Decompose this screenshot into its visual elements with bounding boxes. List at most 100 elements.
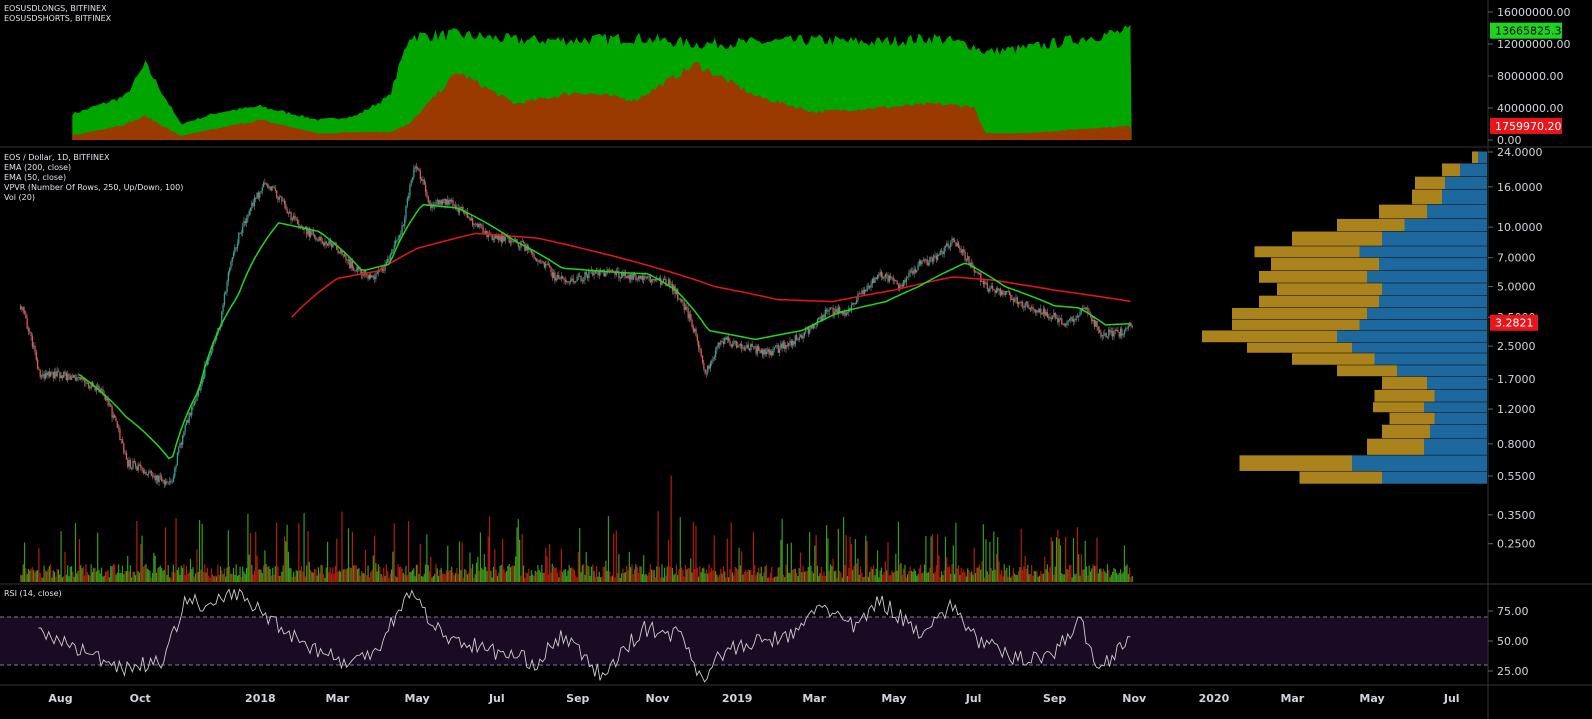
legend-rsi[interactable]: RSI (14, close) bbox=[4, 589, 62, 598]
candle-body bbox=[149, 470, 151, 473]
volume-bar bbox=[1010, 577, 1012, 582]
volume-bar bbox=[300, 566, 303, 582]
volume-bar bbox=[567, 570, 569, 582]
candle-body bbox=[545, 264, 547, 268]
volume-bar bbox=[222, 574, 224, 582]
candle-body bbox=[1067, 320, 1069, 322]
volume-bar bbox=[665, 575, 667, 582]
candle-body bbox=[262, 182, 265, 188]
volume-bar bbox=[709, 571, 711, 582]
candle-body bbox=[802, 335, 804, 339]
candle-body bbox=[35, 351, 37, 360]
volume-bar bbox=[289, 568, 291, 582]
volume-bar bbox=[773, 577, 775, 582]
candle-body bbox=[1036, 310, 1038, 313]
volume-bar bbox=[722, 566, 724, 582]
volume-bar bbox=[939, 576, 941, 582]
legend-symbol[interactable]: EOS / Dollar, 1D, BITFINEX bbox=[4, 153, 110, 162]
candle-body bbox=[312, 231, 314, 235]
volume-bar bbox=[31, 567, 33, 582]
volume-bar bbox=[601, 576, 603, 582]
volume-bar bbox=[1127, 573, 1129, 582]
volume-bar bbox=[964, 572, 966, 582]
candle-body bbox=[167, 481, 169, 483]
volume-bar bbox=[545, 547, 547, 582]
candle-body bbox=[90, 381, 92, 389]
legend-volume[interactable]: Vol (20) bbox=[4, 193, 35, 202]
candle-body bbox=[191, 406, 193, 416]
volume-bar bbox=[65, 574, 67, 582]
volume-bar bbox=[955, 522, 957, 582]
volume-bar bbox=[714, 571, 717, 582]
candle-body bbox=[503, 235, 505, 242]
candle-body bbox=[441, 200, 444, 205]
candle-body bbox=[423, 179, 425, 185]
volume-bar bbox=[316, 575, 318, 582]
volume-bar bbox=[229, 566, 231, 582]
volume-bar bbox=[592, 564, 594, 582]
candle-body bbox=[883, 277, 885, 279]
volume-bar bbox=[696, 567, 698, 582]
candle-body bbox=[1117, 329, 1119, 333]
candle-body bbox=[669, 279, 671, 285]
volume-bar bbox=[550, 572, 552, 582]
candle-body bbox=[410, 180, 412, 185]
volume-bar bbox=[729, 569, 731, 582]
volume-bar bbox=[1027, 564, 1029, 582]
candle-body bbox=[354, 270, 356, 271]
volume-bar bbox=[273, 574, 275, 582]
candle-body bbox=[270, 186, 273, 190]
candle-body bbox=[886, 274, 888, 275]
candle-body bbox=[768, 349, 770, 355]
volume-bar bbox=[678, 569, 680, 582]
candle-body bbox=[293, 215, 295, 219]
volume-bar bbox=[876, 550, 879, 582]
candle-body bbox=[806, 328, 808, 330]
legend-ema50[interactable]: EMA (50, close) bbox=[4, 173, 67, 182]
volume-bar bbox=[86, 572, 88, 582]
legend-vpvr[interactable]: VPVR (Number Of Rows, 250, Up/Down, 100) bbox=[4, 183, 184, 192]
volume-bar bbox=[989, 541, 991, 582]
candle-body bbox=[785, 345, 787, 350]
volume-bar bbox=[26, 574, 28, 582]
volume-bar bbox=[993, 531, 995, 582]
volume-bar bbox=[926, 572, 928, 582]
vpvr-bar-up bbox=[1434, 389, 1487, 402]
candle-body bbox=[517, 243, 520, 247]
volume-bar bbox=[705, 569, 708, 582]
candle-body bbox=[112, 415, 115, 418]
candle-body bbox=[978, 273, 981, 274]
candle-body bbox=[897, 284, 900, 290]
volume-bar bbox=[342, 569, 344, 582]
candle-body bbox=[464, 212, 466, 214]
volume-bar bbox=[726, 538, 728, 582]
volume-bar bbox=[701, 568, 704, 582]
volume-bar bbox=[445, 570, 448, 582]
volume-bar bbox=[593, 571, 595, 582]
candle-body bbox=[730, 344, 732, 347]
candle-body bbox=[836, 309, 838, 315]
candle-body bbox=[515, 239, 517, 241]
volume-bar bbox=[981, 561, 983, 582]
candle-body bbox=[916, 270, 918, 272]
volume-bar bbox=[193, 576, 195, 582]
candle-body bbox=[26, 318, 28, 329]
volume-bar bbox=[402, 572, 404, 582]
volume-bar bbox=[909, 566, 911, 582]
candle-body bbox=[605, 273, 607, 277]
volume-bar bbox=[444, 573, 446, 582]
volume-bar bbox=[560, 548, 563, 582]
candle-body bbox=[187, 420, 189, 423]
volume-bar bbox=[129, 565, 131, 582]
candle-body bbox=[172, 476, 175, 482]
legend-ema200[interactable]: EMA (200, close) bbox=[4, 163, 72, 172]
candle-body bbox=[330, 243, 333, 248]
candle-body bbox=[964, 252, 966, 261]
vpvr-bar-up bbox=[1427, 204, 1487, 219]
volume-bar bbox=[943, 570, 945, 582]
x-tick-label: Mar bbox=[326, 692, 350, 705]
volume-bar bbox=[1057, 529, 1059, 582]
volume-bar bbox=[546, 556, 548, 582]
candle-body bbox=[1058, 318, 1060, 323]
